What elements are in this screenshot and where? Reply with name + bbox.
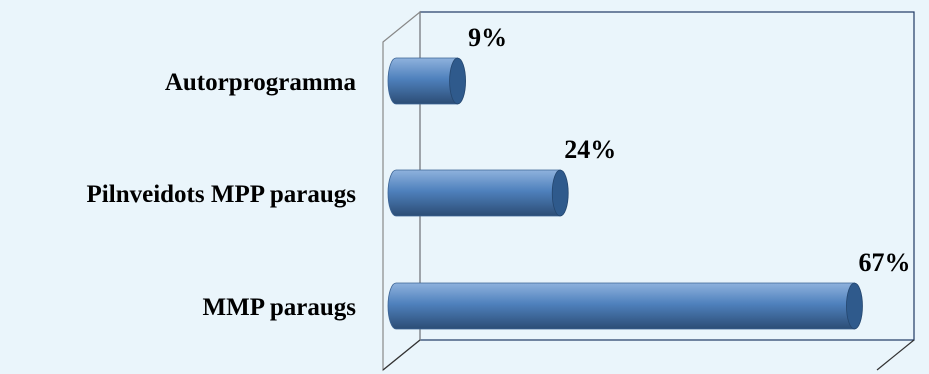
data-label: 24% [564,135,616,164]
bar-end-cap [846,282,863,330]
labels-group: Autorprogramma 9% Pilnveidots MPP paraugs 2… [87,23,911,321]
category-label: Autorprogramma [165,69,357,96]
bar-1 [387,57,466,105]
bar-body [387,282,855,330]
data-label: 67% [858,248,910,277]
bar-3 [387,282,863,330]
bar-body [387,57,458,105]
floor-edges [382,339,915,371]
bar-end-cap [449,57,466,105]
data-label: 9% [468,23,507,52]
bar-2 [387,169,569,217]
category-label: MMP paraugs [203,294,357,321]
bar-end-cap [551,169,569,217]
bar-body [387,169,561,217]
bars-group [387,57,863,330]
category-label: Pilnveidots MPP paraugs [87,181,357,208]
